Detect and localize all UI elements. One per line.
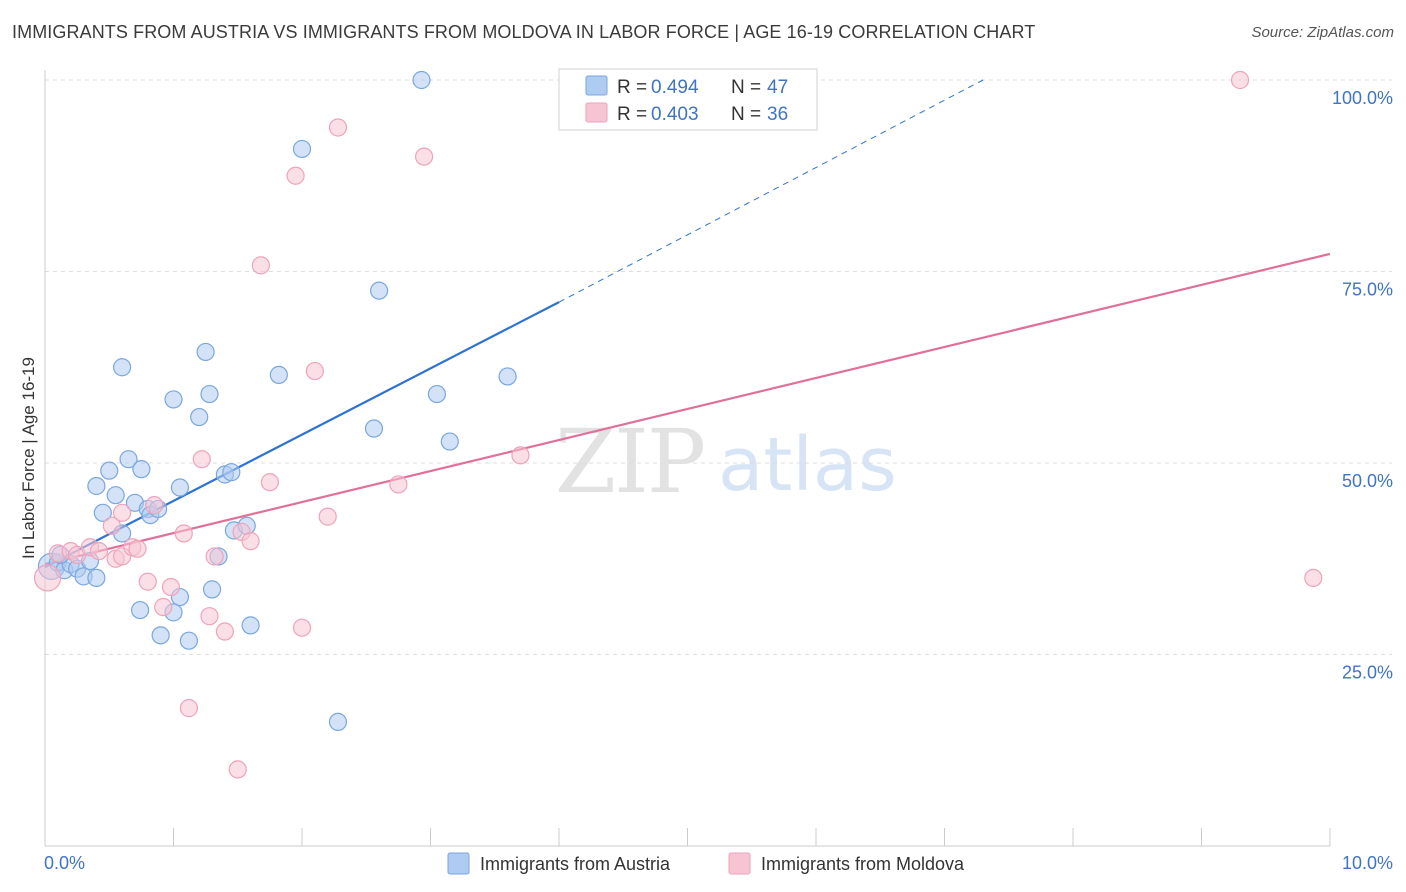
data-points	[33, 70, 1323, 779]
legend-n-label-moldova: N =	[731, 104, 761, 125]
source-note: Source: ZipAtlas.com	[1251, 24, 1394, 41]
trend-line-extension-austria	[558, 79, 984, 303]
point-austria-37	[269, 365, 288, 385]
point-austria-36	[241, 616, 260, 635]
trend-line-austria	[44, 301, 560, 569]
point-moldova-22	[228, 760, 247, 779]
point-austria-39	[328, 712, 348, 732]
point-moldova-30	[318, 507, 337, 526]
legend-r-label-austria: R =	[617, 77, 647, 98]
point-moldova-9	[112, 503, 132, 522]
y-tick-labels: 25.0% 50.0% 75.0% 100.0%	[1332, 88, 1393, 683]
point-moldova-36	[1304, 568, 1323, 588]
y-tick-label-50: 50.0%	[1342, 471, 1393, 491]
point-moldova-12	[138, 572, 157, 591]
point-moldova-24	[241, 532, 260, 551]
point-moldova-5	[89, 541, 109, 561]
point-moldova-13	[145, 496, 164, 515]
legend-swatch-austria	[585, 75, 608, 96]
point-moldova-16	[174, 524, 193, 543]
point-austria-7	[87, 568, 106, 588]
point-moldova-11	[128, 539, 147, 558]
point-austria-13	[112, 358, 132, 377]
point-moldova-34	[511, 446, 530, 465]
point-austria-28	[196, 342, 215, 362]
stats-legend: R = 0.494 N = 47 R = 0.403 N = 36	[558, 68, 818, 131]
point-austria-26	[179, 631, 199, 650]
point-austria-8	[93, 503, 112, 522]
point-austria-30	[202, 580, 222, 599]
bottom-legend-label-austria: Immigrants from Austria	[480, 854, 671, 874]
legend-n-label-austria: N =	[731, 77, 761, 98]
point-moldova-8	[102, 516, 121, 535]
legend-swatch-moldova	[585, 102, 608, 123]
series-legend: Immigrants from Austria Immigrants from …	[447, 852, 965, 875]
watermark: ZIP atlas	[555, 410, 897, 513]
y-tick-label-75: 75.0%	[1342, 280, 1393, 300]
point-moldova-31	[328, 118, 348, 137]
x-tick-label-max: 10.0%	[1342, 853, 1393, 873]
point-austria-29	[200, 384, 219, 404]
point-moldova-33	[414, 147, 434, 166]
y-tick-label-25: 25.0%	[1342, 663, 1393, 683]
point-moldova-18	[192, 450, 211, 469]
point-austria-45	[498, 367, 517, 386]
legend-r-label-moldova: R =	[617, 104, 647, 125]
x-tick-marks	[44, 828, 1331, 846]
point-austria-20	[130, 600, 150, 620]
point-austria-38	[292, 139, 312, 159]
point-moldova-20	[205, 547, 224, 566]
bottom-legend-label-moldova: Immigrants from Moldova	[761, 854, 965, 874]
point-moldova-35	[1230, 70, 1250, 90]
point-moldova-15	[161, 577, 181, 597]
point-austria-41	[370, 281, 389, 300]
point-moldova-0	[33, 564, 62, 592]
legend-n-value-moldova: 36	[767, 104, 788, 125]
gridlines	[45, 79, 1392, 655]
point-austria-27	[190, 407, 209, 427]
y-tick-label-100: 100.0%	[1332, 88, 1393, 108]
point-austria-42	[412, 70, 431, 90]
bottom-legend-swatch-moldova	[728, 852, 751, 875]
point-austria-22	[164, 390, 183, 409]
point-moldova-27	[286, 166, 305, 185]
point-moldova-21	[215, 622, 234, 641]
point-austria-43	[427, 384, 447, 404]
point-moldova-32	[389, 475, 408, 494]
point-moldova-14	[154, 597, 173, 617]
y-axis-label: In Labor Force | Age 16-19	[19, 357, 38, 559]
point-austria-25	[170, 478, 190, 497]
point-moldova-19	[200, 607, 219, 626]
point-austria-11	[106, 486, 125, 505]
trend-line-moldova	[44, 252, 1331, 566]
chart-title: IMMIGRANTS FROM AUSTRIA VS IMMIGRANTS FR…	[12, 22, 1036, 42]
point-austria-16	[132, 460, 151, 479]
x-tick-label-min: 0.0%	[44, 853, 85, 873]
point-austria-10	[100, 461, 119, 480]
point-moldova-29	[305, 361, 324, 381]
point-austria-40	[364, 419, 384, 438]
point-moldova-26	[260, 473, 279, 492]
bottom-legend-swatch-austria	[447, 852, 470, 875]
watermark-zip: ZIP	[555, 410, 704, 513]
point-moldova-28	[292, 618, 312, 637]
point-austria-21	[151, 626, 170, 645]
point-moldova-17	[179, 699, 199, 718]
point-austria-44	[440, 432, 459, 451]
point-moldova-25	[251, 256, 270, 275]
point-austria-14	[119, 450, 138, 469]
legend-n-value-austria: 47	[767, 77, 788, 98]
point-austria-9	[87, 476, 106, 496]
legend-r-value-austria: 0.494	[651, 77, 699, 98]
legend-r-value-moldova: 0.403	[651, 104, 699, 125]
trend-lines	[44, 79, 1331, 569]
watermark-atlas: atlas	[718, 422, 897, 508]
point-austria-33	[222, 463, 241, 482]
